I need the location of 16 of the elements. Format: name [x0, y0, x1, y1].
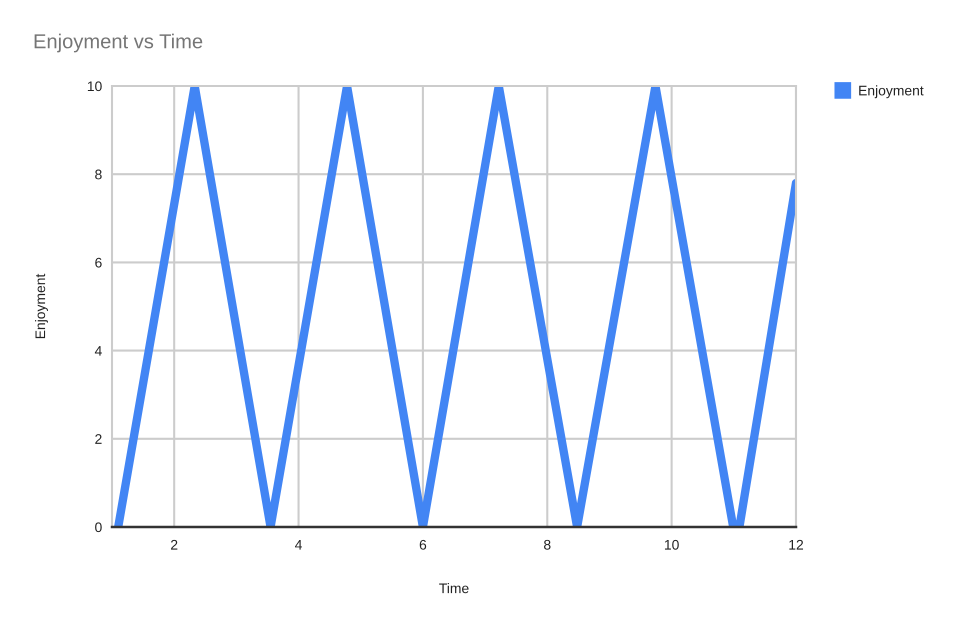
x-axis-title: Time [439, 583, 469, 594]
x-tick-label: 2 [171, 540, 178, 550]
x-tick-label: 12 [789, 540, 804, 550]
legend-label: Enjoyment [859, 85, 924, 98]
y-tick-label: 6 [95, 258, 102, 268]
y-tick-label: 10 [88, 81, 102, 92]
x-tick-label: 10 [664, 540, 679, 550]
x-tick-label: 6 [420, 540, 426, 550]
y-tick-label: 8 [95, 170, 102, 180]
x-tick-label: 8 [544, 540, 551, 550]
y-tick-label: 2 [95, 434, 102, 444]
x-tick-label: 4 [295, 540, 302, 550]
y-tick-label: 0 [95, 522, 102, 532]
y-tick-label: 4 [94, 346, 102, 356]
y-axis-title: Enjoyment [34, 274, 48, 338]
chart-title: Enjoyment vs Time [34, 34, 202, 52]
